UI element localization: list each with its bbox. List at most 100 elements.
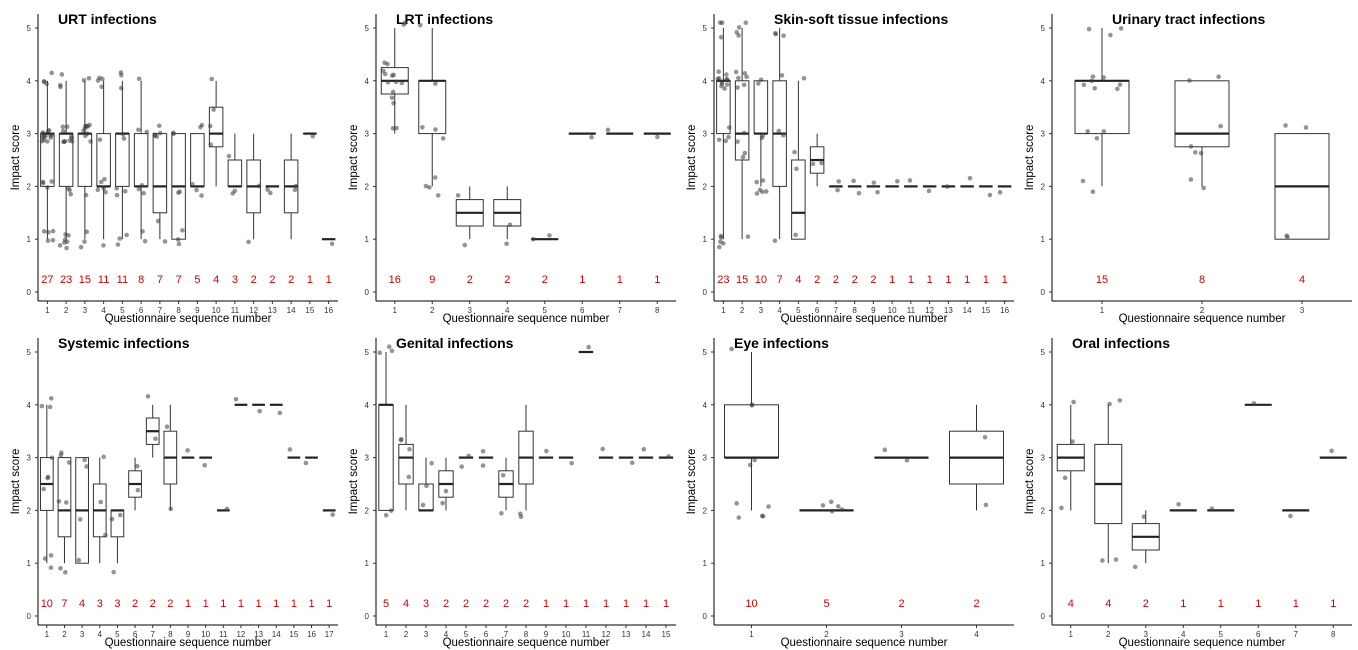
data-point [1081, 82, 1087, 88]
panel-title: Skin-soft tissue infections [774, 11, 948, 27]
y-tick-label: 1 [703, 235, 708, 244]
count-label: 23 [60, 274, 72, 286]
data-point [1284, 233, 1289, 238]
y-tick-label: 2 [365, 182, 370, 191]
data-point [57, 243, 63, 248]
x-tick-label: 7 [618, 306, 623, 315]
data-point [1176, 501, 1181, 507]
data-point [83, 192, 89, 198]
count-label: 7 [157, 274, 163, 286]
x-tick-label: 4 [1181, 630, 1186, 639]
x-tick-label: 11 [582, 630, 591, 639]
data-point [154, 134, 160, 139]
x-tick-label: 1 [45, 630, 50, 639]
x-tick-label: 10 [888, 306, 897, 315]
x-tick-label: 16 [1000, 306, 1009, 315]
data-point [1117, 82, 1123, 87]
count-label: 2 [852, 274, 858, 286]
data-point [780, 132, 786, 138]
data-point [136, 76, 142, 82]
data-point [716, 137, 722, 143]
y-tick-label: 0 [703, 612, 708, 621]
data-point [1113, 557, 1119, 562]
y-tick-label: 4 [365, 401, 370, 410]
data-point [726, 134, 731, 140]
count-label: 1 [256, 598, 262, 610]
data-point [180, 228, 185, 233]
panel-title: Systemic infections [58, 335, 190, 351]
data-point [835, 187, 840, 193]
data-point [95, 78, 101, 83]
x-tick-label: 6 [580, 306, 585, 315]
panel-title: URT infections [58, 11, 157, 27]
count-label: 15 [1096, 274, 1108, 286]
y-tick-label: 1 [27, 559, 32, 568]
data-point [829, 508, 835, 514]
data-point [455, 193, 461, 198]
data-point [46, 229, 51, 235]
x-tick-label: 14 [272, 630, 281, 639]
x-tick-label: 9 [544, 630, 549, 639]
data-point [793, 232, 798, 238]
x-axis-label: Questionnaire sequence number [105, 637, 272, 649]
count-label: 4 [79, 598, 85, 610]
data-point [95, 187, 101, 193]
data-point [401, 22, 406, 27]
data-point [207, 123, 213, 129]
x-tick-label: 1 [1069, 630, 1074, 639]
x-tick-label: 12 [925, 306, 934, 315]
data-point [758, 77, 764, 83]
box [152, 133, 168, 214]
data-point [724, 77, 730, 83]
data-point [287, 447, 293, 452]
count-label: 2 [251, 274, 257, 286]
data-point [58, 452, 64, 458]
data-point [208, 142, 214, 147]
data-point [500, 472, 506, 478]
x-tick-label: 1 [393, 306, 398, 315]
data-point [69, 134, 74, 139]
data-point [85, 124, 90, 129]
data-point [741, 130, 747, 136]
data-point [211, 107, 216, 112]
data-point [136, 127, 141, 133]
data-point [47, 404, 53, 410]
data-point [735, 139, 740, 144]
x-tick-label: 9 [871, 306, 876, 315]
count-label: 1 [964, 274, 970, 286]
count-label: 2 [898, 598, 904, 610]
data-point [720, 241, 726, 246]
data-point [190, 181, 195, 187]
y-axis-label: Impact score [686, 449, 698, 515]
x-tick-label: 7 [834, 306, 839, 315]
data-point [423, 183, 429, 189]
data-point [871, 180, 877, 185]
data-point [749, 402, 755, 408]
count-label: 1 [927, 274, 933, 286]
data-point [226, 153, 232, 159]
data-point [723, 138, 728, 144]
x-axis-label: Questionnaire sequence number [443, 313, 610, 325]
count-label: 1 [273, 598, 279, 610]
x-tick-label: 7 [1294, 630, 1299, 639]
x-tick-label: 16 [307, 630, 316, 639]
x-tick-label: 2 [404, 630, 409, 639]
data-point [1209, 506, 1215, 511]
count-label: 1 [1002, 274, 1008, 286]
data-point [894, 178, 900, 184]
data-point [99, 84, 105, 90]
data-point [109, 516, 115, 522]
box [133, 133, 149, 187]
data-point [766, 504, 771, 509]
data-point [82, 239, 87, 244]
data-point [142, 238, 148, 244]
count-label: 1 [326, 274, 332, 286]
count-label: 2 [542, 274, 548, 286]
data-point [145, 394, 151, 399]
data-point [792, 149, 797, 155]
y-tick-label: 0 [27, 612, 32, 621]
data-point [122, 189, 128, 194]
data-point [233, 396, 239, 402]
